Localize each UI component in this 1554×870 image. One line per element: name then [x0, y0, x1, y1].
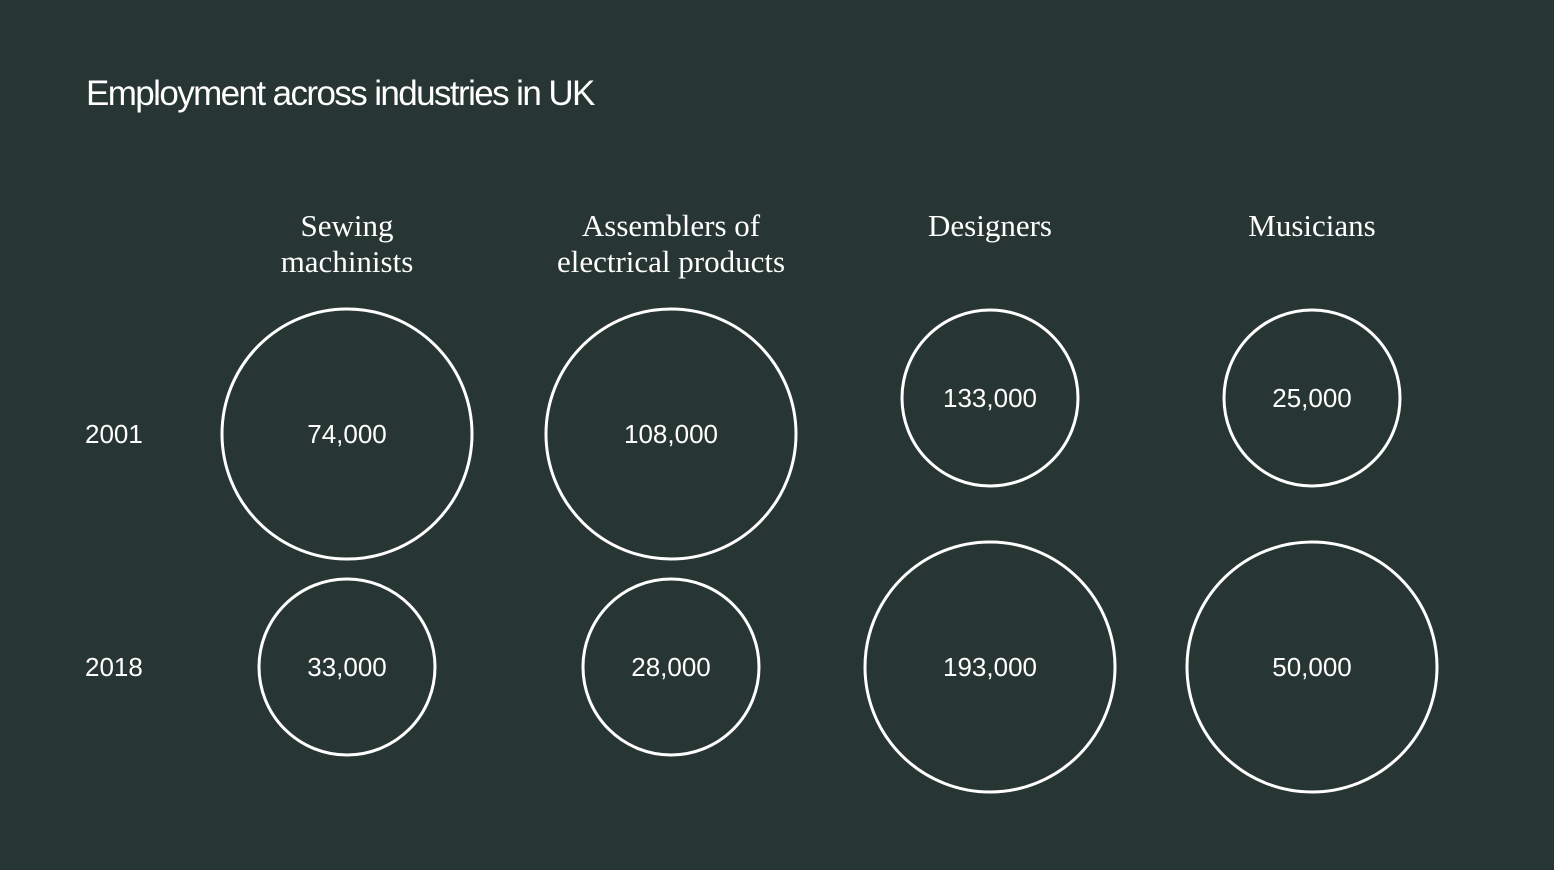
bubble-value-label: 25,000	[1272, 383, 1352, 413]
bubble-2001-3	[1222, 308, 1402, 488]
category-label: Assemblers of electrical products	[557, 208, 785, 279]
bubble-value-label: 193,000	[943, 652, 1037, 682]
category-label: Sewing machinists	[281, 208, 414, 279]
bubble-value-label: 33,000	[307, 652, 387, 682]
bubble-value-label: 133,000	[943, 383, 1037, 413]
bubble-value-label: 74,000	[307, 419, 387, 449]
bubble-value-label: 108,000	[624, 419, 718, 449]
bubble-2018-1	[581, 577, 761, 757]
bubble-2018-2	[863, 540, 1117, 794]
bubble-2018-3	[1185, 540, 1439, 794]
bubble-2018-0	[257, 577, 437, 757]
bubble-2001-2	[900, 308, 1080, 488]
bubble-value-label: 28,000	[631, 652, 711, 682]
year-label: 2018	[85, 652, 143, 682]
year-label: 2001	[85, 419, 143, 449]
bubble-value-label: 50,000	[1272, 652, 1352, 682]
chart-title: Employment across industries in UK	[86, 74, 595, 113]
bubble-2001-0	[220, 307, 474, 561]
bubble-2001-1	[544, 307, 798, 561]
category-label: Designers	[928, 208, 1052, 243]
category-label: Musicians	[1248, 208, 1375, 243]
